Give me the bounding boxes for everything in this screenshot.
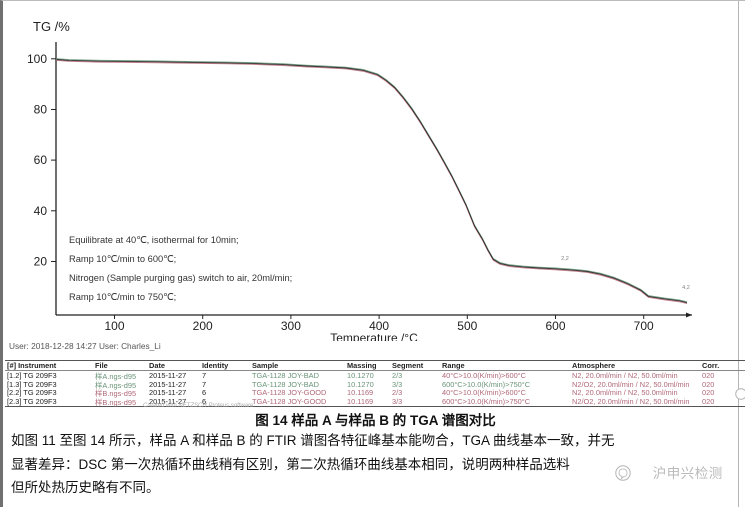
svg-text:60: 60 (34, 153, 48, 167)
svg-text:500: 500 (457, 319, 477, 333)
svg-text:Ramp 10℃/min to 600℃;: Ramp 10℃/min to 600℃; (69, 254, 176, 264)
svg-text:Equilibrate at 40℃, isothermal: Equilibrate at 40℃, isothermal for 10min… (69, 235, 239, 245)
svg-text:600: 600 (545, 319, 565, 333)
svg-text:40: 40 (34, 204, 48, 218)
svg-text:2,2: 2,2 (561, 256, 569, 262)
svg-text:Nitrogen (Sample purging gas): Nitrogen (Sample purging gas) switch to … (69, 273, 292, 283)
svg-text:100: 100 (27, 52, 47, 66)
svg-text:TG /%: TG /% (33, 19, 70, 34)
svg-text:80: 80 (34, 103, 48, 117)
svg-text:700: 700 (634, 319, 654, 333)
svg-text:200: 200 (193, 319, 213, 333)
svg-text:4,2: 4,2 (682, 285, 690, 291)
svg-text:300: 300 (281, 319, 301, 333)
svg-text:20: 20 (34, 255, 48, 269)
svg-text:100: 100 (104, 319, 124, 333)
svg-text:Temperature /°C: Temperature /°C (330, 331, 418, 341)
svg-text:Ramp 10℃/min to 750℃;: Ramp 10℃/min to 750℃; (69, 292, 176, 302)
